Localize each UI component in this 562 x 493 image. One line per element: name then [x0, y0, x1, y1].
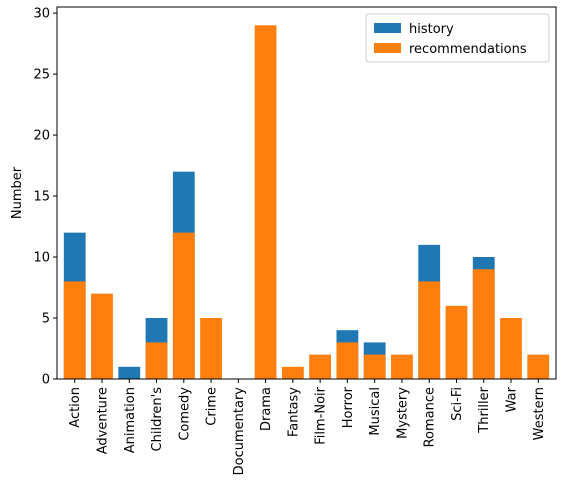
x-tick-label: Mystery [395, 387, 410, 439]
x-tick-label: Comedy [177, 387, 192, 441]
bar-recommendations-crime [200, 318, 222, 379]
x-tick-label: Crime [205, 387, 220, 426]
y-tick-label: 10 [33, 251, 50, 266]
bar-history-animation [118, 366, 141, 379]
bars-group [63, 25, 550, 380]
bar-recommendations-western [527, 354, 550, 379]
y-tick-label: 30 [33, 7, 50, 22]
y-tick-label: 5 [42, 312, 50, 327]
y-axis-label: Number [10, 166, 25, 219]
y-tick-label: 25 [33, 68, 50, 83]
bar-recommendations-thriller [472, 269, 495, 379]
bar-recommendations-war [500, 318, 522, 379]
bar-recommendations-sci-fi [445, 305, 468, 379]
bar-recommendations-children-s [145, 342, 168, 379]
x-tick-label: War [505, 386, 520, 412]
x-axis: Action Adventure Animation Children's Comedy… [68, 379, 547, 475]
legend-label-history: history [409, 22, 454, 37]
y-tick-label: 0 [42, 373, 50, 388]
bar-recommendations-drama [254, 25, 277, 380]
legend-swatch-recommendations [374, 43, 401, 53]
x-tick-label: Action [68, 387, 83, 428]
bar-recommendations-mystery [391, 354, 413, 379]
x-tick-label: Drama [259, 387, 274, 431]
bar-recommendations-adventure [91, 293, 113, 379]
legend-label-recommendations: recommendations [409, 42, 527, 57]
x-tick-label: Animation [123, 387, 138, 453]
bar-recommendations-musical [363, 354, 386, 379]
x-tick-label: Thriller [477, 386, 492, 433]
x-tick-label: Musical [368, 387, 383, 436]
x-tick-label: Western [532, 387, 547, 440]
x-tick-label: Documentary [232, 387, 247, 476]
bar-recommendations-action [63, 281, 86, 379]
x-tick-label: Children's [150, 387, 165, 452]
x-tick-label: Film-Noir [314, 386, 329, 444]
legend: history recommendations [365, 13, 550, 63]
plot-frame [56, 6, 557, 380]
legend-swatch-history [374, 23, 401, 33]
bar-recommendations-film-noir [309, 354, 332, 379]
bar-recommendations-fantasy [281, 366, 304, 379]
x-tick-label: Horror [341, 386, 356, 428]
x-tick-label: Adventure [95, 387, 110, 454]
x-tick-label: Fantasy [286, 387, 301, 437]
y-tick-label: 20 [33, 129, 50, 144]
bar-recommendations-horror [336, 342, 359, 379]
y-tick-label: 15 [33, 190, 50, 205]
x-tick-label: Romance [423, 387, 438, 447]
x-tick-label: Sci-Fi [450, 387, 465, 421]
legend-box [365, 13, 550, 63]
bar-recommendations-romance [418, 281, 441, 379]
bar-recommendations-comedy [172, 232, 195, 379]
y-axis: 0 5 10 15 20 25 30 [33, 7, 57, 388]
